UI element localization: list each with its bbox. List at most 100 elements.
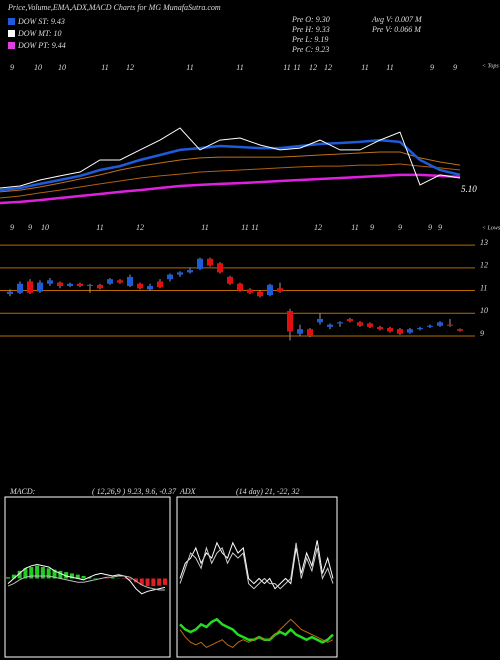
- candle-body: [117, 280, 123, 283]
- top-label: 10: [34, 63, 42, 72]
- histogram-bar: [110, 577, 115, 579]
- low-label: 11: [251, 223, 258, 232]
- line: [179, 542, 334, 590]
- candle-body: [7, 291, 13, 294]
- line: [0, 138, 461, 192]
- info: Pre V: 0.066 M: [371, 25, 422, 34]
- candle-body: [307, 329, 313, 336]
- top-label: 9: [430, 63, 434, 72]
- low-label: 12: [314, 223, 322, 232]
- candle-body: [67, 283, 73, 286]
- top-label: 11: [386, 63, 393, 72]
- line: [179, 618, 334, 649]
- adx-frame: [176, 496, 338, 658]
- candle-body: [217, 263, 223, 273]
- macd-frame: [4, 496, 171, 658]
- candle-body: [17, 283, 23, 293]
- histogram-bar: [81, 575, 86, 579]
- line: [0, 127, 461, 189]
- legend-swatch: [8, 18, 15, 25]
- candle-body: [107, 279, 113, 284]
- histogram-bar: [122, 578, 127, 580]
- histogram-bar: [104, 578, 109, 580]
- adx-params: (14 day) 21, -22, 32: [236, 487, 300, 496]
- top-label: 9: [453, 63, 457, 72]
- info: Pre L: 9.19: [291, 35, 328, 44]
- histogram-bar: [139, 578, 144, 585]
- candle-body: [47, 280, 53, 284]
- candle-body: [207, 258, 213, 266]
- top-label: 12: [324, 63, 332, 72]
- low-label: 11: [351, 223, 358, 232]
- line: [7, 575, 165, 591]
- candle-body: [317, 318, 323, 323]
- lows-marker: < Lows: [482, 225, 500, 231]
- histogram-bar: [35, 565, 40, 579]
- legend-swatch: [8, 30, 15, 37]
- low-label: 11: [241, 223, 248, 232]
- top-label: 11: [101, 63, 108, 72]
- histogram-bar: [64, 572, 69, 579]
- y-tick-label: 9: [480, 329, 484, 338]
- candle-body: [27, 281, 33, 293]
- adx-label: ADX: [179, 487, 197, 496]
- candle-body: [87, 284, 93, 286]
- candle-body: [347, 318, 353, 322]
- candle-body: [337, 322, 343, 324]
- low-label: 12: [136, 223, 144, 232]
- legend-label: DOW MT: 10: [17, 29, 62, 38]
- low-label: 9: [370, 223, 374, 232]
- last-value: 5.10: [461, 184, 477, 194]
- candle-body: [57, 282, 63, 286]
- candle-body: [197, 258, 203, 269]
- top-label: 10: [58, 63, 66, 72]
- histogram-bar: [6, 577, 10, 579]
- title: Price,Volume,EMA,ADX,MACD Charts for MG …: [7, 3, 221, 12]
- legend-label: DOW ST: 9.43: [17, 17, 65, 26]
- histogram-bar: [29, 567, 34, 579]
- top-label: 11: [293, 63, 300, 72]
- top-label: 11: [186, 63, 193, 72]
- candle-body: [427, 325, 433, 327]
- candle-body: [37, 282, 43, 292]
- tops-marker: < Tops: [482, 63, 499, 69]
- legend-label: DOW PT: 9.44: [17, 41, 66, 50]
- candle-body: [297, 329, 303, 334]
- line: [0, 173, 461, 205]
- legend-swatch: [8, 42, 15, 49]
- macd-label: MACD:: [9, 487, 36, 496]
- y-tick-label: 10: [480, 306, 488, 315]
- line: [179, 540, 334, 590]
- histogram-bar: [93, 577, 98, 579]
- candle-body: [167, 274, 173, 280]
- candle-body: [407, 329, 413, 333]
- info: Pre C: 9.23: [291, 45, 329, 54]
- y-tick-label: 12: [480, 261, 488, 270]
- candle-body: [147, 286, 153, 290]
- candle-body: [327, 324, 333, 327]
- candle-body: [367, 323, 373, 327]
- candle-body: [357, 322, 363, 326]
- top-label: 11: [283, 63, 290, 72]
- candle-body: [177, 272, 183, 275]
- line: [7, 563, 166, 595]
- candle-body: [417, 328, 423, 330]
- y-tick-label: 11: [480, 283, 487, 292]
- low-label: 9: [438, 223, 442, 232]
- histogram-bar: [151, 578, 156, 587]
- histogram-bar: [87, 577, 92, 579]
- candle-body: [447, 324, 453, 326]
- candle-body: [157, 281, 163, 288]
- histogram-bar: [145, 578, 150, 587]
- candle-body: [267, 284, 273, 296]
- histogram-bar: [69, 573, 74, 579]
- low-label: 10: [41, 223, 49, 232]
- info: Avg V: 0.007 M: [371, 15, 423, 24]
- candle-body: [137, 283, 143, 289]
- low-label: 9: [10, 223, 14, 232]
- histogram-bar: [11, 574, 16, 579]
- candle-body: [127, 276, 133, 286]
- candle-body: [437, 322, 443, 326]
